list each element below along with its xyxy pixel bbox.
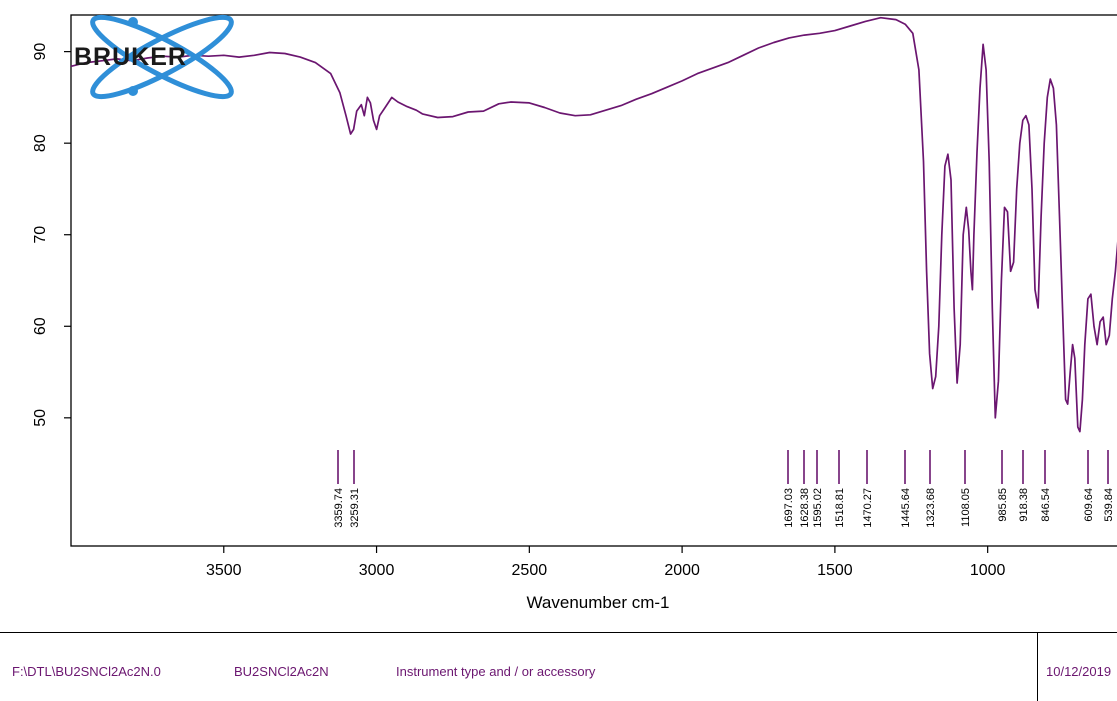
y-tick-label: 90 [32,43,49,61]
footer-bar: F:\DTL\BU2SNCl2Ac2N.0 BU2SNCl2Ac2N Instr… [0,632,1117,701]
peak-label: 985.85 [997,488,1009,522]
logo-orbit-2 [90,14,234,100]
y-axis: 50 60 70 80 90 [32,43,71,427]
x-tick-label: 1000 [970,562,1006,579]
instrument-info: Instrument type and / or accessory [396,664,596,679]
measurement-date: 10/12/2019 [1046,664,1112,679]
peak-label: 1697.03 [783,488,795,528]
peak-label: 1470.27 [862,488,874,528]
x-axis: 3500 3000 2500 2000 1500 1000 [206,546,1006,579]
sample-name: BU2SNCl2Ac2N [234,664,329,679]
x-axis-title: Wavenumber cm-1 [527,593,670,612]
peak-label: 539.84 [1103,488,1115,522]
x-tick-label: 3000 [359,562,395,579]
logo-dot-top [128,17,138,27]
y-tick-label: 50 [32,409,49,427]
plot-frame [70,14,1117,547]
peak-label: 1108.05 [960,488,972,527]
peak-label: 1595.02 [812,488,824,528]
bruker-logo: BRUKER [74,14,234,100]
file-path: F:\DTL\BU2SNCl2Ac2N.0 [12,664,161,679]
peak-label: 1628.38 [799,488,811,528]
peak-label: 918.38 [1018,488,1030,522]
peak-markers: 3359.74 3259.31 1697.03 1628.38 1595.02 1518.… [333,450,1115,528]
y-tick-label: 80 [32,134,49,152]
x-tick-label: 3500 [206,562,242,579]
logo-orbit-1 [90,14,234,100]
spectrum-chart: 50 60 70 80 90 3500 3000 2500 2000 1500 1000 Wave… [32,14,1117,612]
footer-divider [1037,633,1038,701]
x-tick-label: 2000 [664,562,700,579]
y-tick-label: 60 [32,317,49,335]
logo-dot-bottom [128,86,138,96]
y-tick-label: 70 [32,226,49,244]
peak-label: 1323.68 [925,488,937,528]
peak-label: 1445.64 [900,488,912,528]
logo-text: BRUKER [74,43,187,71]
peak-label: 846.54 [1040,488,1052,522]
x-tick-label: 2500 [512,562,548,579]
peak-label: 609.64 [1083,488,1095,522]
x-tick-label: 1500 [817,562,853,579]
peak-label: 3359.74 [333,488,345,528]
peak-label: 3259.31 [349,488,361,528]
peak-label: 1518.81 [834,488,846,528]
spectrum-line [70,16,1117,433]
